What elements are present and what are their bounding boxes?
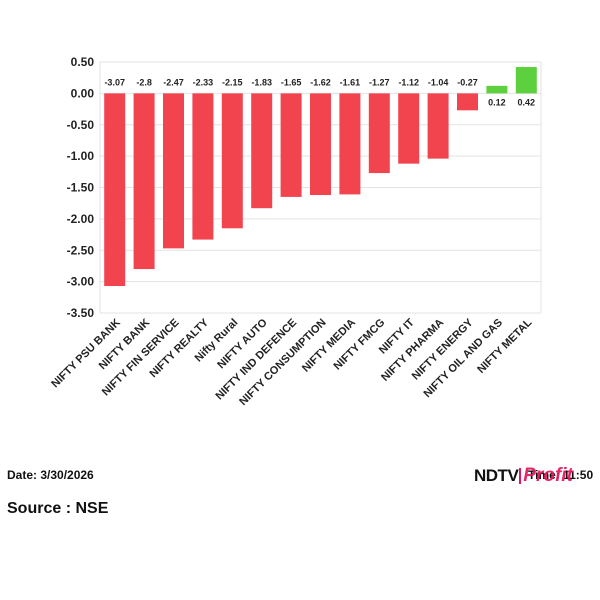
data-label: 0.12 [488, 97, 506, 107]
y-tick-label: -3.00 [67, 275, 95, 289]
category-label: NIFTY METAL [475, 316, 534, 375]
time-text: Time: 11:50 [528, 468, 594, 482]
data-label: -1.62 [310, 77, 331, 87]
logo-profit-text: Profit [523, 465, 573, 486]
data-label: -2.8 [136, 77, 152, 87]
data-label: -1.27 [369, 77, 390, 87]
y-tick-label: -2.00 [67, 212, 95, 226]
data-label: -0.27 [457, 77, 478, 87]
bar [368, 93, 390, 174]
source-text: Source : NSE [7, 500, 109, 517]
data-label: -1.04 [428, 77, 449, 87]
data-labels: -3.07 -2.8 -2.47 -2.33 -2.15 -1.83 -1.65 -1.62-… [104, 77, 535, 107]
logo-ndtv-text: NDTV [474, 466, 519, 485]
bars [104, 67, 537, 287]
y-tick-label: -2.50 [67, 243, 95, 257]
y-tick-label: -1.00 [67, 149, 95, 163]
bar [515, 67, 537, 94]
bar-chart: 0.50 0.00 -0.50 -1.00 -1.50 -2.00 -2.50 -3.00 -3… [49, 55, 542, 408]
bar [427, 93, 449, 159]
data-label: -2.33 [193, 77, 214, 87]
bar [221, 93, 243, 229]
bar [457, 93, 478, 111]
logo-divider [519, 468, 522, 484]
bar [192, 93, 214, 240]
y-axis: 0.50 0.00 -0.50 -1.00 -1.50 -2.00 -2.50 -3.00 -3… [67, 55, 95, 320]
data-label: -2.15 [222, 77, 243, 87]
data-label: -2.47 [163, 77, 184, 87]
bar [310, 93, 331, 196]
bar [251, 93, 273, 209]
bar [280, 93, 302, 197]
data-label: -3.07 [104, 77, 125, 87]
y-tick-label: 0.50 [71, 55, 95, 69]
y-tick-label: 0.00 [71, 86, 95, 100]
ndtv-profit-logo: NDTV Profit [474, 464, 573, 488]
bar [339, 93, 361, 195]
y-tick-label: -1.50 [67, 181, 95, 195]
data-label: -1.61 [340, 77, 361, 87]
data-label: -1.83 [251, 77, 272, 87]
y-tick-label: -0.50 [67, 118, 95, 132]
data-label: -1.65 [281, 77, 302, 87]
bar [104, 93, 126, 287]
data-label: -1.12 [398, 77, 419, 87]
y-tick-label: -3.50 [67, 306, 95, 320]
bar [486, 85, 508, 94]
date-text: Date: 3/30/2026 [7, 468, 94, 482]
data-label: 0.42 [518, 97, 536, 107]
bar [398, 93, 420, 164]
bar [163, 93, 184, 249]
bar [133, 93, 155, 270]
